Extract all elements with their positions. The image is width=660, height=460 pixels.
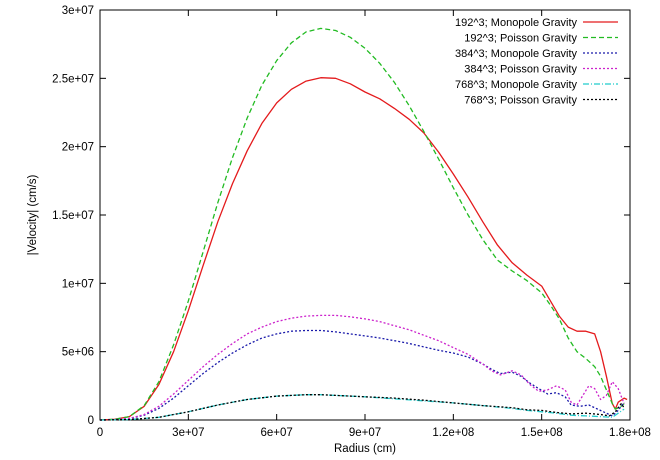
x-axis: 0 3e+07 6e+07 9e+07 1.2e+08 1.5e+08 1.8e+08 <box>97 10 651 439</box>
x-tick-label: 1.5e+08 <box>521 427 563 439</box>
series-line-5 <box>99 394 625 421</box>
x-axis-title: Radius (cm) <box>334 443 396 455</box>
series-line-6 <box>99 394 625 421</box>
x-tick-label: 3e+07 <box>172 427 204 439</box>
y-tick-label: 2e+07 <box>62 142 94 154</box>
x-tick-label: 1.2e+08 <box>432 427 474 439</box>
y-tick-label: 1e+07 <box>62 278 94 290</box>
y-axis: 0 5e+06 1e+07 1.5e+07 2e+07 2.5e+07 3e+07 <box>52 5 630 427</box>
y-tick-label: 5e+06 <box>62 347 94 359</box>
x-tick-label: 0 <box>97 427 103 439</box>
series-line-3 <box>99 329 625 421</box>
x-tick-label: 6e+07 <box>261 427 293 439</box>
legend-label: 192^3; Monopole Gravity <box>455 17 577 29</box>
legend-label: 384^3; Poisson Gravity <box>464 64 577 76</box>
y-tick-label: 2.5e+07 <box>52 73 94 85</box>
x-tick-label: 1.8e+08 <box>609 427 651 439</box>
y-tick-label: 3e+07 <box>62 5 94 17</box>
legend-label: 768^3; Monopole Gravity <box>455 79 577 91</box>
y-axis-title: |Velocity| (cm/s) <box>27 174 39 255</box>
x-tick-label: 9e+07 <box>349 427 381 439</box>
series-line-4 <box>99 314 625 421</box>
y-tick-label: 0 <box>88 415 94 427</box>
legend-label: 384^3; Monopole Gravity <box>455 48 577 60</box>
legend-label: 768^3; Poisson Gravity <box>464 95 577 107</box>
y-tick-label: 1.5e+07 <box>52 210 94 222</box>
legend-label: 192^3; Poisson Gravity <box>464 33 577 45</box>
legend: 192^3; Monopole Gravity 192^3; Poisson Gr… <box>455 17 618 107</box>
series-line-1 <box>99 77 628 421</box>
series-layer <box>99 27 628 421</box>
